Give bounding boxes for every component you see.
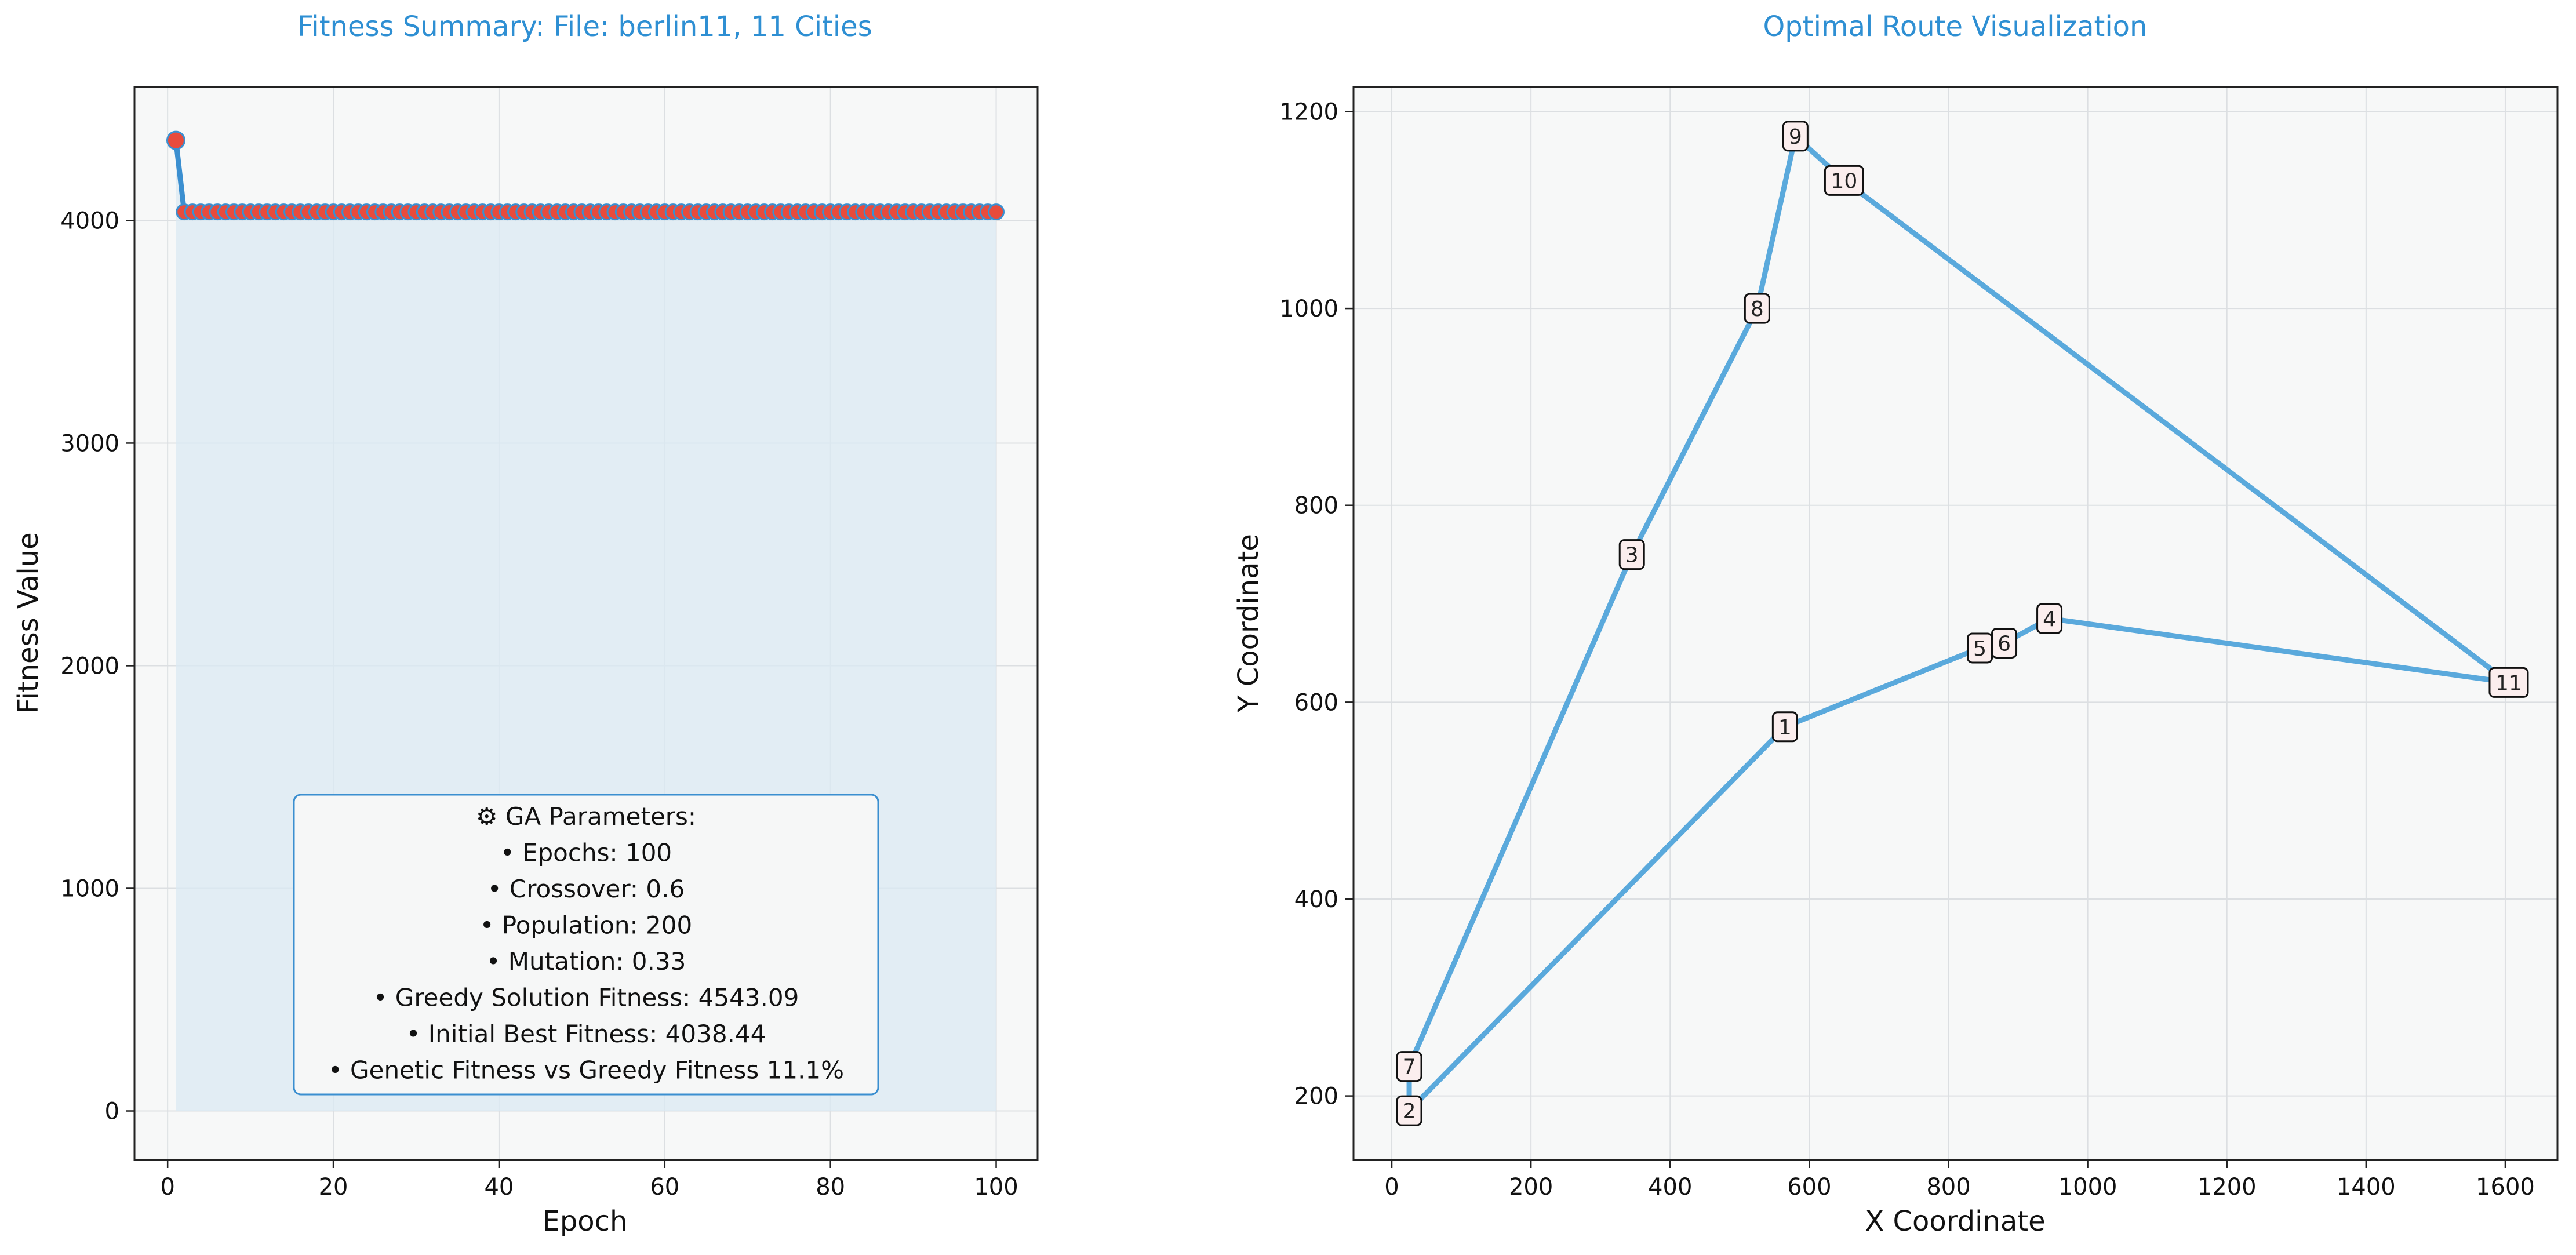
fitness-x-tick-label: 20 [319, 1174, 348, 1201]
svg-text:2: 2 [1403, 1100, 1416, 1123]
route-y-tick-label: 1000 [1279, 296, 1338, 322]
route-cities: 1 2 3 4 5 6 7 8 9 10 11 [1396, 121, 2529, 1126]
svg-text:9: 9 [1789, 125, 1802, 149]
svg-text:4: 4 [2043, 608, 2056, 631]
fitness-x-tick-label: 0 [160, 1174, 174, 1201]
svg-text:8: 8 [1751, 297, 1764, 321]
city-label: 2 [1396, 1095, 1422, 1126]
route-y-tick-label: 1200 [1279, 99, 1338, 125]
route-y-tick-label: 200 [1294, 1083, 1338, 1110]
fitness-y-tick-label: 1000 [60, 875, 119, 902]
svg-text:1: 1 [1778, 716, 1792, 740]
route-x-tick-label: 200 [1509, 1174, 1553, 1201]
fitness-y-tick-label: 4000 [60, 208, 119, 234]
fitness-markers [166, 130, 1005, 221]
route-x-label: X Coordinate [1865, 1205, 2045, 1238]
ga-parameter-line: • Genetic Fitness vs Greedy Fitness 11.1… [328, 1056, 844, 1085]
route-x-tick-label: 1000 [2058, 1174, 2117, 1201]
ga-parameter-line: • Initial Best Fitness: 4038.44 [406, 1020, 766, 1048]
city-label: 7 [1396, 1051, 1422, 1082]
route-x-tick-label: 800 [1926, 1174, 1970, 1201]
fitness-y-ticks: 0 1000 2000 3000 4000 [60, 208, 134, 1125]
ga-parameter-line: • Epochs: 100 [500, 839, 672, 867]
ga-parameter-line: • Mutation: 0.33 [486, 947, 686, 976]
city-label: 6 [1991, 627, 2018, 659]
fitness-y-tick-label: 2000 [60, 653, 119, 679]
route-y-tick-label: 800 [1294, 493, 1338, 519]
route-x-tick-label: 400 [1648, 1174, 1692, 1201]
fitness-y-tick-label: 0 [105, 1098, 119, 1125]
fitness-plot-frame [133, 86, 1039, 1161]
ga-parameter-line: • Population: 200 [480, 911, 692, 940]
fitness-x-tick-label: 80 [816, 1174, 845, 1201]
route-y-ticks: 200 400 600 800 1000 1200 [1279, 99, 1354, 1110]
route-x-tick-label: 1400 [2337, 1174, 2396, 1201]
route-x-tick-label: 0 [1384, 1174, 1399, 1201]
svg-text:11: 11 [2495, 671, 2522, 695]
svg-text:5: 5 [1973, 637, 1986, 661]
ga-parameter-line: ⚙ GA Parameters: [476, 802, 696, 831]
city-label: 3 [1618, 539, 1645, 570]
fitness-x-tick-label: 60 [650, 1174, 679, 1201]
route-chart-title: Optimal Route Visualization [1763, 10, 2148, 43]
svg-text:6: 6 [1998, 632, 2011, 656]
ga-parameters-box: ⚙ GA Parameters: • Epochs: 100 • Crossover… [293, 794, 879, 1096]
route-x-tick-label: 1200 [2197, 1174, 2257, 1201]
fitness-point [166, 130, 185, 150]
fitness-x-tick-label: 40 [484, 1174, 514, 1201]
fitness-y-tick-label: 3000 [60, 430, 119, 457]
route-polyline [1406, 133, 2512, 1113]
route-y-tick-label: 400 [1294, 886, 1338, 913]
city-label: 8 [1744, 293, 1770, 324]
fitness-chart: Fitness Summary: File: berlin11, 11 Citi… [12, 10, 1039, 1238]
route-x-tick-label: 1600 [2476, 1174, 2535, 1201]
route-y-label: Y Coordinate [1232, 534, 1265, 713]
city-label: 11 [2488, 667, 2529, 698]
route-plot-area [1354, 87, 2557, 1160]
route-path [1406, 133, 2512, 1113]
route-x-ticks: 0 200 400 600 800 1000 1200 1400 1600 [1384, 1160, 2535, 1201]
fitness-x-label: Epoch [543, 1205, 628, 1238]
fitness-x-tick-label: 100 [974, 1174, 1018, 1201]
city-label: 4 [2036, 603, 2063, 634]
route-y-tick-label: 600 [1294, 689, 1338, 716]
svg-text:7: 7 [1403, 1056, 1416, 1079]
city-label: 1 [1771, 711, 1798, 743]
city-label: 5 [1967, 632, 1993, 664]
fitness-point [988, 203, 1005, 221]
city-label: 10 [1824, 165, 1864, 196]
city-label: 9 [1782, 121, 1809, 152]
fitness-x-ticks: 0 20 40 60 80 100 [160, 1160, 1018, 1201]
svg-text:10: 10 [1831, 169, 1858, 193]
fitness-y-label: Fitness Value [12, 532, 45, 714]
svg-text:3: 3 [1625, 544, 1639, 568]
ga-parameter-line: • Greedy Solution Fitness: 4543.09 [373, 984, 799, 1012]
route-plot-frame [1352, 86, 2559, 1161]
fitness-chart-title: Fitness Summary: File: berlin11, 11 Citi… [297, 10, 872, 43]
ga-parameter-line: • Crossover: 0.6 [487, 875, 685, 903]
route-x-tick-label: 600 [1787, 1174, 1831, 1201]
